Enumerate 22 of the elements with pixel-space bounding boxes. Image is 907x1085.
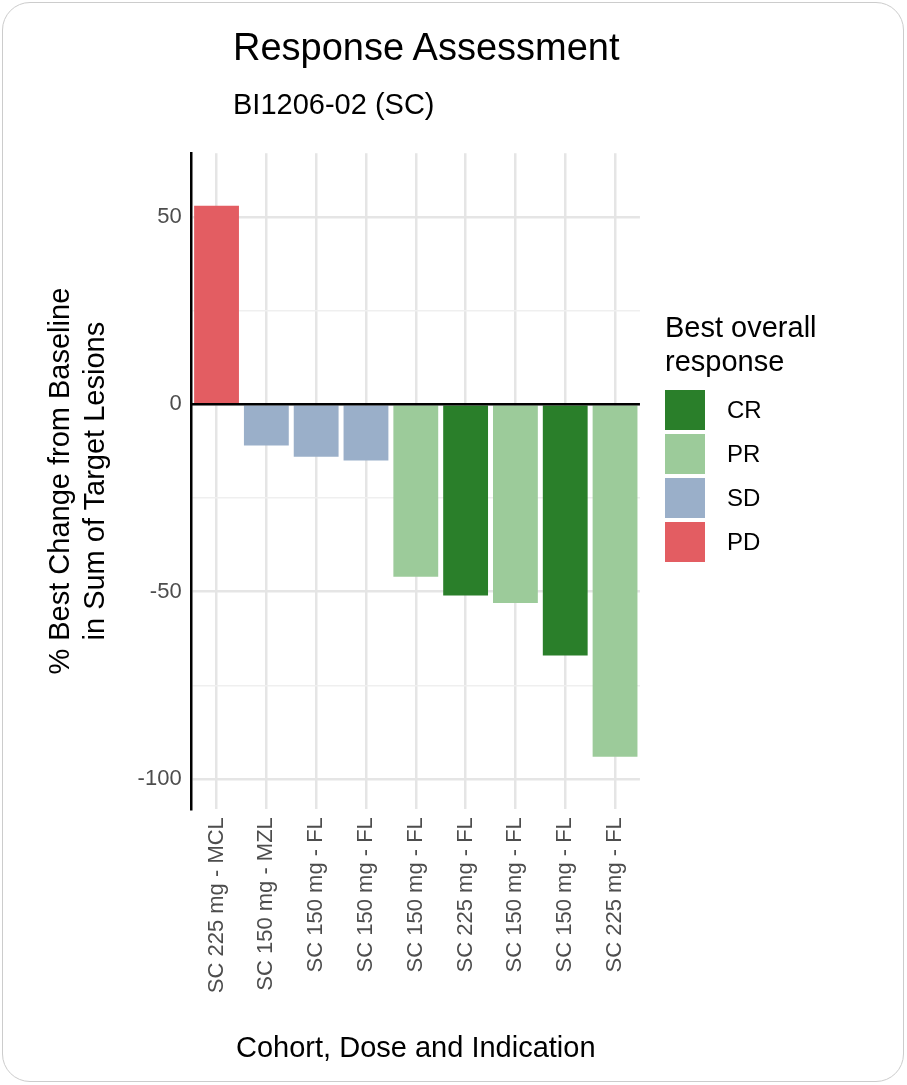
y-tick-label: 50 [157,202,182,228]
x-tick-label: SC 150 mg - FL [352,817,378,973]
legend-label: PD [727,528,761,556]
y-axis-title: % Best Change from Baseline in Sum of Target Lesions [43,287,111,675]
x-tick-label: SC 150 mg - FL [551,817,577,973]
x-tick-label: SC 150 mg - MZL [252,817,278,991]
x-axis-title: Cohort, Dose and Indication [236,1030,596,1063]
chart-title: Response Assessment [233,26,620,69]
chart-subtitle: BI1206-02 (SC) [233,88,435,121]
y-tick-label: -50 [149,577,182,603]
legend-label: CR [727,396,762,424]
x-tick-label: SC 150 mg - FL [401,817,427,973]
y-tick-label: 0 [169,390,182,416]
x-tick-label: SC 225 mg - FL [601,817,627,973]
x-tick-label: SC 225 mg - MCL [202,817,228,994]
legend-label: SD [727,484,761,512]
x-tick-label: SC 225 mg - FL [451,817,477,973]
legend-title: Best overall response [665,310,818,378]
x-tick-label: SC 150 mg - FL [302,817,328,973]
y-tick-label: -100 [137,765,182,791]
x-tick-label: SC 150 mg - FL [501,817,527,973]
legend-label: PR [727,440,761,468]
